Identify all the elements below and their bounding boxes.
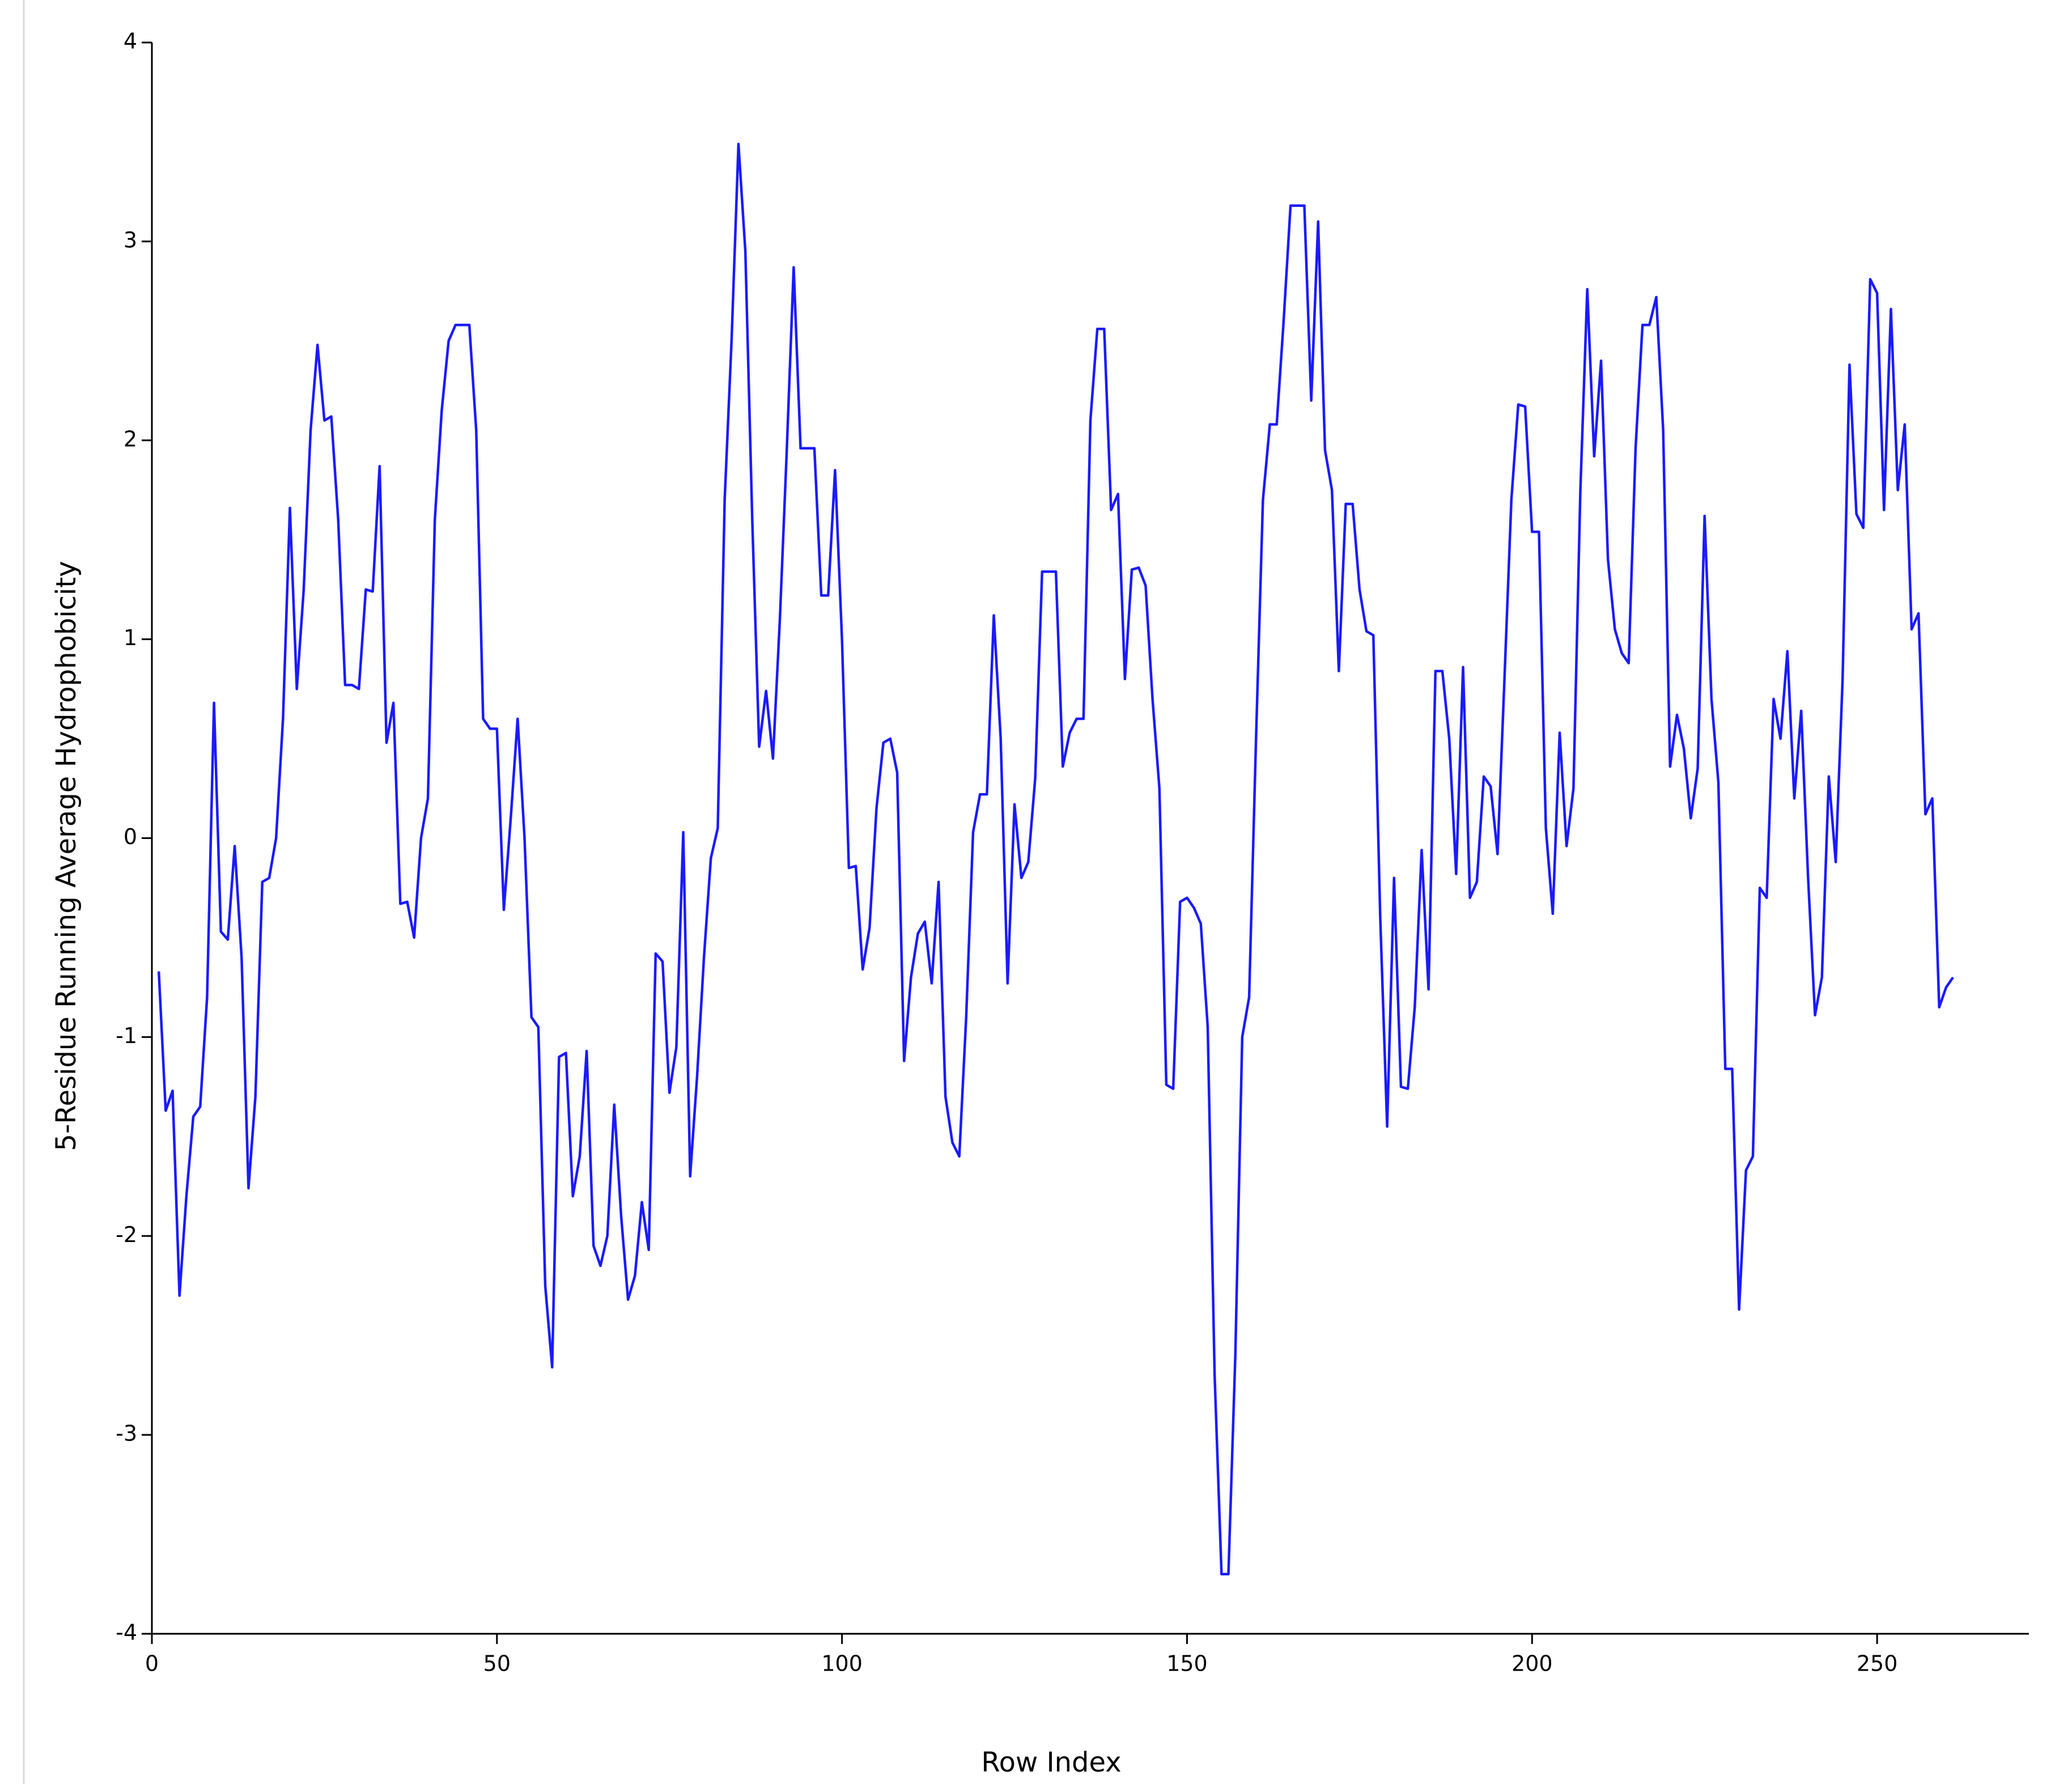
data-line: [157, 142, 1954, 1575]
y-tick-label: -3: [116, 1421, 137, 1446]
y-tick-label: 2: [124, 426, 137, 451]
x-tick-label: 150: [1166, 1651, 1208, 1676]
y-axis-title: 5-Residue Running Average Hydrophobicity: [50, 561, 82, 1151]
x-tick-label: 100: [821, 1651, 863, 1676]
x-axis-title: Row Index: [981, 1747, 1121, 1778]
y-tick-label: -1: [116, 1023, 137, 1048]
x-tick-label: 0: [145, 1651, 159, 1676]
x-tick-label: 250: [1857, 1651, 1898, 1676]
x-tick-label: 200: [1511, 1651, 1553, 1676]
y-tick-label: -4: [116, 1620, 137, 1645]
y-tick-label: -2: [116, 1222, 137, 1247]
y-tick-label: 4: [124, 29, 137, 54]
x-tick-label: 50: [483, 1651, 511, 1676]
y-tick-label: 1: [124, 625, 137, 650]
y-tick-label: 3: [124, 227, 137, 252]
y-tick-label: 0: [124, 824, 137, 849]
